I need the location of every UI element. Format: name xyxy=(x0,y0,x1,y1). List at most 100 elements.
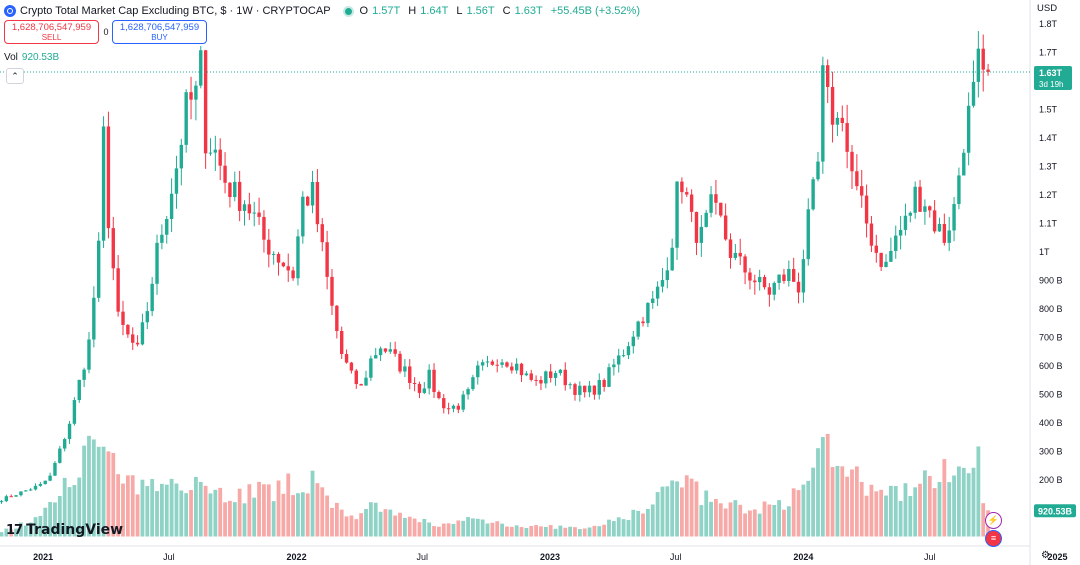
lightning-icon[interactable]: ⚡ xyxy=(985,512,1002,529)
candle-body xyxy=(281,262,286,267)
volume-bar xyxy=(820,437,825,537)
candle-body xyxy=(301,196,305,237)
candle-body xyxy=(135,342,140,345)
currency-selector[interactable]: USD xyxy=(1037,3,1058,14)
candle-body xyxy=(787,268,791,282)
candle-body xyxy=(932,210,937,232)
volume-bar xyxy=(72,485,77,537)
candle-body xyxy=(913,186,917,213)
volume-bar xyxy=(485,523,490,537)
volume-bar xyxy=(524,528,529,537)
ohlc-key: C xyxy=(502,5,511,17)
volume-bar xyxy=(189,490,193,537)
ohlc-value: +55.45B (+3.52%) xyxy=(550,5,640,17)
candle-body xyxy=(165,218,169,235)
volume-bar xyxy=(43,507,48,537)
candle-body xyxy=(28,489,33,491)
volume-bar xyxy=(573,527,577,537)
candle-body xyxy=(14,495,18,497)
candle-body xyxy=(723,215,728,240)
volume-bar xyxy=(330,507,334,537)
volume-bar xyxy=(509,526,514,537)
candle-body xyxy=(242,204,247,211)
volume-bar xyxy=(179,490,184,537)
sell-button[interactable]: 1,628,706,547,959 SELL xyxy=(4,20,99,44)
volume-bar xyxy=(840,466,845,537)
volume-bar xyxy=(767,504,772,537)
candle-body xyxy=(655,286,660,299)
candle-body xyxy=(524,373,529,376)
us-flag-icon[interactable]: ≡ xyxy=(985,530,1002,547)
candle-body xyxy=(77,379,81,401)
volume-bar xyxy=(252,497,257,537)
chart-title[interactable]: Crypto Total Market Cap Excluding BTC, $… xyxy=(20,5,331,17)
volume-bar xyxy=(19,522,23,537)
candle-body xyxy=(801,259,806,293)
volume-bar xyxy=(446,523,451,537)
volume-bar xyxy=(898,501,903,537)
candle-body xyxy=(432,369,436,393)
candle-body xyxy=(748,272,752,281)
candle-body xyxy=(607,367,611,387)
volume-bar xyxy=(952,475,956,537)
candle-body xyxy=(349,362,354,371)
volume-bar xyxy=(733,500,738,537)
volume-bar xyxy=(247,484,252,537)
candle-body xyxy=(568,384,572,386)
candle-body xyxy=(140,322,145,345)
candle-body xyxy=(500,362,504,365)
candle-body xyxy=(743,256,747,273)
settings-gear-icon[interactable]: ⚙ xyxy=(1041,550,1050,561)
volume-bar xyxy=(558,525,563,537)
volume-bar xyxy=(111,452,116,537)
candle-body xyxy=(422,388,427,393)
volume-bar xyxy=(645,508,650,537)
volume-bar xyxy=(961,467,966,537)
volume-bar xyxy=(592,525,597,537)
volume-bar xyxy=(310,470,315,537)
candle-body xyxy=(757,276,762,283)
volume-bar xyxy=(159,483,164,537)
volume-bar xyxy=(232,502,237,537)
candle-body xyxy=(631,336,635,347)
volume-bar xyxy=(286,473,291,537)
market-status-icon[interactable] xyxy=(344,7,352,15)
volume-bar xyxy=(709,501,713,537)
volume-bar xyxy=(208,493,213,537)
volume-bar xyxy=(689,478,694,537)
volume-bar xyxy=(271,501,276,537)
volume-bar xyxy=(106,451,111,537)
tradingview-logo[interactable]: 17 TradingView xyxy=(6,522,123,538)
volume-bar xyxy=(417,522,422,537)
candle-body xyxy=(126,324,130,335)
volume-bar xyxy=(23,525,28,537)
volume-bar xyxy=(456,520,461,537)
chevron-up-icon: ⌃ xyxy=(11,71,19,81)
candle-body xyxy=(271,253,276,255)
candle-body xyxy=(417,383,422,393)
volume-bar xyxy=(772,505,777,537)
time-tick-label: 2023 xyxy=(540,552,560,562)
candle-body xyxy=(806,209,810,260)
candle-body xyxy=(237,181,242,211)
candle-body xyxy=(184,92,188,145)
collapse-legend-button[interactable]: ⌃ xyxy=(6,68,24,84)
candle-body xyxy=(830,86,835,125)
volume-bar xyxy=(932,488,937,537)
volume-bar xyxy=(543,526,548,537)
buy-button[interactable]: 1,628,706,547,959 BUY xyxy=(112,20,207,44)
volume-bar xyxy=(242,503,247,537)
candle-body xyxy=(850,151,854,172)
volume-bar xyxy=(33,517,38,537)
candle-body xyxy=(131,334,135,343)
volume-bar xyxy=(218,487,223,537)
volume-bar xyxy=(398,512,402,537)
candle-body xyxy=(296,236,300,279)
candle-body xyxy=(879,252,883,267)
volume-bar xyxy=(237,488,242,537)
volume-bar xyxy=(806,480,811,537)
volume-bar xyxy=(262,484,266,537)
candle-body xyxy=(587,385,592,393)
candle-body xyxy=(97,240,101,298)
